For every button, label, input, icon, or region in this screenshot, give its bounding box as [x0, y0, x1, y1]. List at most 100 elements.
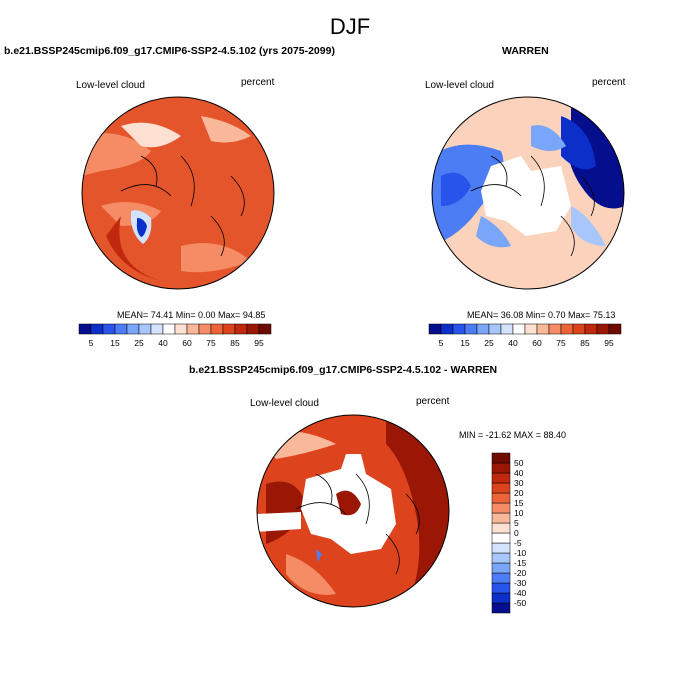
colorbar-tick-label: 50 [514, 458, 524, 468]
map-field [181, 243, 251, 273]
colorbar-swatch [491, 472, 511, 484]
panel-3-title: b.e21.BSSP245cmip6.f09_g17.CMIP6-SSP2-4.… [189, 364, 498, 376]
colorbar-swatch [608, 323, 622, 335]
colorbar-swatch [258, 323, 272, 335]
panel-2-title: WARREN [502, 45, 549, 57]
colorbar-tick-label: 20 [514, 488, 524, 498]
colorbar-swatch [452, 323, 466, 335]
colorbar-swatch [491, 482, 511, 494]
colorbar-tick-label: 5 [439, 338, 444, 348]
colorbar-tick-label: 5 [89, 338, 94, 348]
colorbar-tick-label: -50 [514, 598, 527, 608]
colorbar-tick-label: 75 [556, 338, 566, 348]
panel-1-title: b.e21.BSSP245cmip6.f09_g17.CMIP6-SSP2-4.… [4, 45, 335, 57]
colorbar-tick-label: 40 [158, 338, 168, 348]
colorbar-swatch [491, 522, 511, 534]
map-field [336, 490, 361, 516]
map-field [201, 116, 251, 143]
colorbar-swatch [548, 323, 562, 335]
colorbar-swatch [114, 323, 128, 335]
colorbar-swatch [174, 323, 188, 335]
map-field [286, 554, 336, 595]
colorbar-swatch [440, 323, 454, 335]
colorbar-swatch [500, 323, 514, 335]
colorbar-swatch [464, 323, 478, 335]
map-field [121, 122, 181, 148]
colorbar-swatch [186, 323, 200, 335]
colorbar-swatch [512, 323, 526, 335]
colorbar-tick-label: -30 [514, 578, 527, 588]
colorbar-tick-label: -15 [514, 558, 527, 568]
colorbar-swatch [491, 562, 511, 574]
colorbar-swatch [476, 323, 490, 335]
map-field [82, 133, 151, 176]
colorbar-tick-label: 15 [110, 338, 120, 348]
colorbar-swatch [198, 323, 212, 335]
colorbar-swatch [78, 323, 92, 335]
colorbar-tick-label: 25 [134, 338, 144, 348]
panel-2-variable-label: Low-level cloud [425, 80, 494, 91]
colorbar-swatch [210, 323, 224, 335]
colorbar-tick-label: -5 [514, 538, 522, 548]
colorbar-tick-label: 95 [604, 338, 614, 348]
colorbar-swatch [536, 323, 550, 335]
panel-1-colorbar: 5 15 25 40 60 75 85 95 [78, 323, 272, 348]
colorbar-tick-label: -40 [514, 588, 527, 598]
colorbar-swatch [102, 323, 116, 335]
colorbar-swatch [524, 323, 538, 335]
colorbar-swatch [572, 323, 586, 335]
panel-2-polar-map [431, 96, 625, 290]
colorbar-swatch [596, 323, 610, 335]
colorbar-swatch [491, 602, 511, 614]
panel-3-units-label: percent [416, 396, 450, 407]
panel-2-stats: MEAN= 36.08 Min= 0.70 Max= 75.13 [467, 310, 616, 320]
colorbar-tick-label: 15 [514, 498, 524, 508]
colorbar-tick-label: 40 [514, 468, 524, 478]
map-field [470, 155, 595, 257]
panel-1-stats: MEAN= 74.41 Min= 0.00 Max= 94.85 [117, 310, 266, 320]
colorbar-swatch [491, 572, 511, 584]
colorbar-swatch [491, 452, 511, 464]
map-field [257, 512, 301, 532]
colorbar-swatch [491, 582, 511, 594]
map-field [561, 116, 596, 170]
map-field [316, 549, 322, 562]
colorbar-tick-label: -20 [514, 568, 527, 578]
colorbar-swatch [491, 492, 511, 504]
panel-2-units-label: percent [592, 77, 626, 88]
colorbar-tick-label: 0 [514, 528, 519, 538]
map-field [432, 144, 504, 246]
map-field [295, 473, 420, 575]
colorbar-tick-label: 60 [532, 338, 542, 348]
panel-2-colorbar: 5 15 25 40 60 75 85 95 [428, 323, 622, 348]
map-field [476, 216, 511, 248]
colorbar-tick-label: 30 [514, 478, 524, 488]
colorbar-swatch [491, 552, 511, 564]
colorbar-tick-label: 75 [206, 338, 216, 348]
map-field [120, 155, 245, 257]
colorbar-swatch [222, 323, 236, 335]
colorbar-tick-label: 60 [182, 338, 192, 348]
colorbar-swatch [428, 323, 442, 335]
colorbar-tick-label: -10 [514, 548, 527, 558]
map-field [531, 125, 566, 151]
colorbar-tick-label: 5 [514, 518, 519, 528]
colorbar-swatch [246, 323, 260, 335]
colorbar-tick-label: 40 [508, 338, 518, 348]
colorbar-swatch [491, 532, 511, 544]
colorbar-swatch [491, 592, 511, 604]
panel-1-polar-map [81, 96, 275, 290]
map-field [441, 172, 471, 206]
panel-3-polar-map [256, 414, 450, 608]
colorbar-swatch [90, 323, 104, 335]
colorbar-swatch [491, 462, 511, 474]
map-field [481, 156, 571, 236]
colorbar-tick-label: 95 [254, 338, 264, 348]
colorbar-tick-label: 85 [230, 338, 240, 348]
panel-3-variable-label: Low-level cloud [250, 398, 319, 409]
colorbar-swatch [491, 502, 511, 514]
colorbar-swatch [150, 323, 164, 335]
colorbar-swatch [491, 512, 511, 524]
colorbar-swatch [560, 323, 574, 335]
colorbar-swatch [488, 323, 502, 335]
